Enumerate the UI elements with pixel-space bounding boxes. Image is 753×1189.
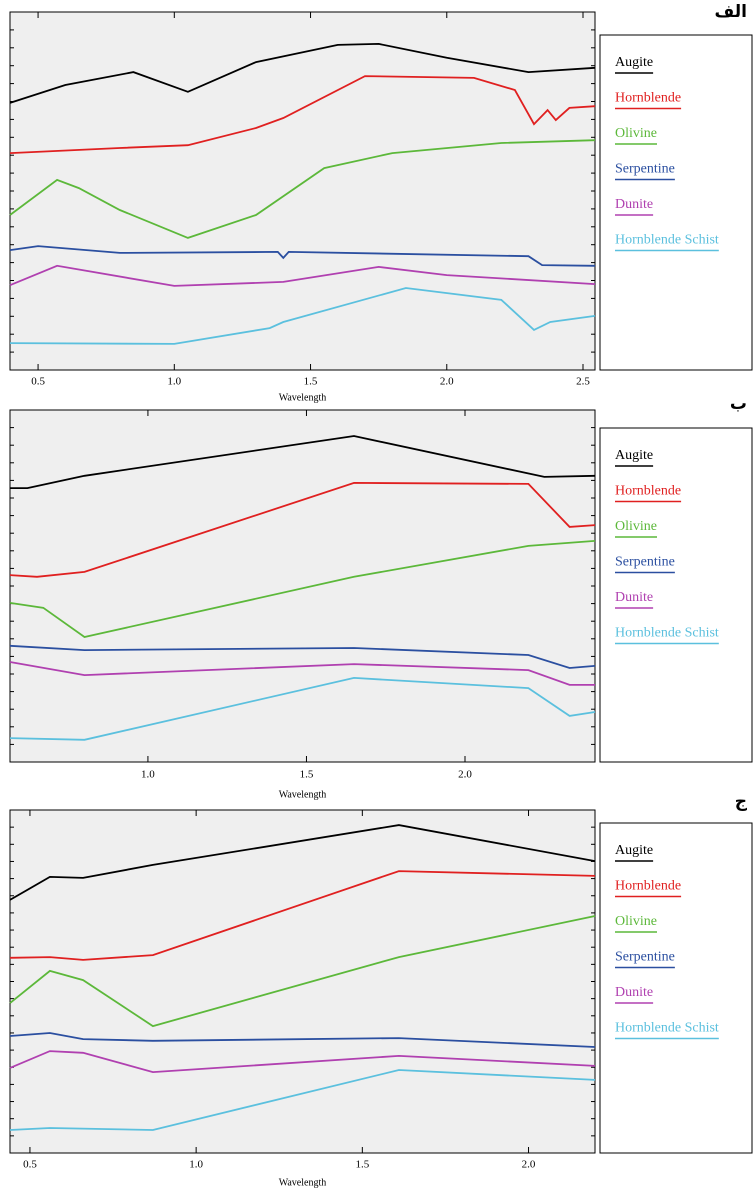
x-tick-label: 1.5 [300, 769, 314, 781]
x-tick-label: 1.5 [355, 1159, 369, 1171]
x-axis-label: Wavelength [279, 789, 327, 800]
legend-label: Augite [615, 55, 653, 70]
x-axis-label: Wavelength [279, 392, 327, 403]
legend-label: Olivine [615, 126, 657, 141]
x-tick-label: 2.5 [576, 376, 590, 388]
legend-label: Augite [615, 843, 653, 858]
x-tick-label: 2.0 [458, 769, 472, 781]
legend-label: Serpentine [615, 555, 675, 570]
chart-title: الف [715, 2, 747, 22]
x-tick-label: 0.5 [31, 376, 45, 388]
legend-label: Olivine [615, 519, 657, 534]
x-tick-label: 1.0 [189, 1159, 203, 1171]
chart-title: ب [730, 394, 747, 414]
plot-area [10, 410, 595, 762]
x-tick-label: 0.5 [23, 1159, 37, 1171]
x-tick-label: 1.5 [304, 376, 318, 388]
legend-label: Hornblende Schist [615, 626, 719, 641]
legend-label: Serpentine [615, 162, 675, 177]
figure: 0.5 1.0 1.5 2.0 2.5 Wavelength الف Augite Hornbl… [0, 0, 753, 1189]
legend-label: Hornblende [615, 879, 681, 894]
x-tick-label: 1.0 [167, 376, 181, 388]
chart-title: ج [735, 792, 748, 812]
legend-label: Augite [615, 448, 653, 463]
x-tick-label: 2.0 [522, 1159, 536, 1171]
legend-label: Dunite [615, 985, 653, 1000]
legend-label: Serpentine [615, 950, 675, 965]
legend-label: Dunite [615, 197, 653, 212]
x-tick-label: 2.0 [440, 376, 454, 388]
x-tick-label: 1.0 [141, 769, 155, 781]
legend-label: Hornblende [615, 91, 681, 106]
legend-label: Hornblende Schist [615, 233, 719, 248]
plot-area [10, 810, 595, 1153]
legend-label: Olivine [615, 914, 657, 929]
legend-label: Dunite [615, 590, 653, 605]
legend-label: Hornblende Schist [615, 1021, 719, 1036]
legend-label: Hornblende [615, 484, 681, 499]
x-axis-label: Wavelength [279, 1177, 327, 1188]
